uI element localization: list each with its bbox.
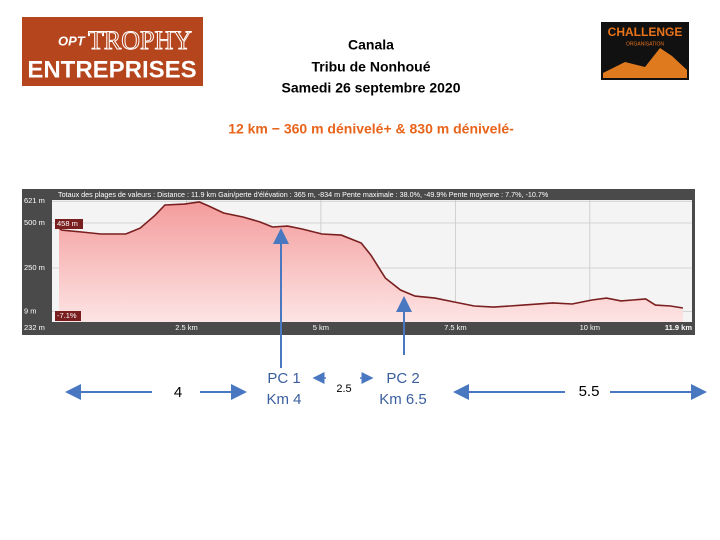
y-tick-label: 250 m: [24, 263, 45, 272]
logo-small: OPT: [58, 33, 86, 48]
logo-main: CHALLENGE: [608, 25, 683, 39]
title-line: Canala: [348, 37, 394, 53]
cursor-label-bg: [55, 219, 83, 229]
checkpoint-km: Km 6.5: [379, 391, 427, 408]
x-tick-label: 10 km: [580, 323, 600, 332]
cursor-label-bg: [55, 311, 81, 321]
logo-bottom: ENTREPRISES: [27, 56, 196, 83]
x-tick-label: 7.5 km: [444, 323, 467, 332]
leg-distance: 5.5: [579, 383, 600, 400]
cursor-elevation: 458 m: [57, 219, 78, 228]
cursor-slope: -7.1%: [57, 311, 77, 320]
start-elevation: 232 m: [24, 323, 45, 332]
x-tick-label: 2.5 km: [175, 323, 198, 332]
logo-left: [22, 17, 203, 86]
below-annotations: 4 PC 1 Km 4 2.5 PC 2 Km 6.5 5.5: [65, 228, 707, 408]
y-tick-label: 621 m: [24, 196, 45, 205]
chart-summary: Totaux des plages de valeurs : Distance …: [58, 190, 549, 199]
logo-sub: ORGANISATION: [626, 41, 664, 47]
checkpoint: PC 2: [386, 370, 419, 387]
logo-main: TROPHY: [88, 26, 192, 55]
checkpoint-km: Km 4: [266, 391, 301, 408]
title-line: Tribu de Nonhoué: [312, 59, 431, 75]
leg-distance: 4: [174, 384, 182, 401]
subtitle: 12 km − 360 m dénivelé+ & 830 m dénivelé…: [228, 121, 514, 137]
elevation-line: [58, 201, 684, 309]
logo-mountain: [603, 48, 687, 78]
x-tick-label: 5 km: [313, 323, 329, 332]
area-fill: [58, 202, 683, 322]
y-tick-label: 9 m: [24, 306, 37, 315]
title-line: Samedi 26 septembre 2020: [282, 80, 461, 96]
x-tick-label: 11.9 km: [665, 323, 692, 332]
y-tick-label: 500 m: [24, 218, 45, 227]
leg-distance: 2.5: [336, 383, 351, 395]
checkpoint: PC 1: [267, 370, 300, 387]
